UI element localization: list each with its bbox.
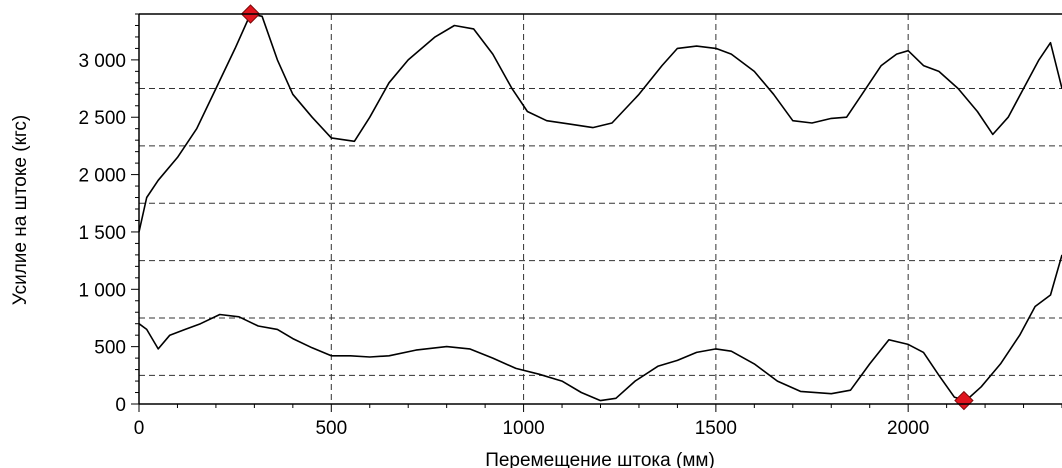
y-tick-label: 1 000: [78, 280, 126, 301]
y-tick-label: 1 500: [78, 223, 126, 244]
grid: [139, 14, 1062, 404]
y-tick-label: 0: [115, 395, 126, 416]
series-upper-line: [138, 13, 1062, 233]
series-lower-line: [138, 254, 1062, 402]
x-tick-label: 2000: [887, 418, 929, 439]
y-axis-title: Усилие на штоке (кгс): [10, 115, 31, 305]
x-tick-label: 0: [134, 418, 145, 439]
y-tick-label: 500: [94, 338, 126, 359]
y-tick-label: 2 000: [78, 166, 126, 187]
y-tick-label: 2 500: [78, 108, 126, 129]
x-tick-label: 1500: [695, 418, 737, 439]
extremum-marker: [954, 390, 974, 411]
series-group: [138, 13, 1062, 402]
x-axis-title: Перемещение штока (мм): [485, 450, 715, 468]
plot-area: [139, 14, 1062, 404]
x-tick-label: 1000: [502, 418, 544, 439]
x-tick-label: 500: [315, 418, 347, 439]
y-tick-label: 3 000: [78, 51, 126, 72]
